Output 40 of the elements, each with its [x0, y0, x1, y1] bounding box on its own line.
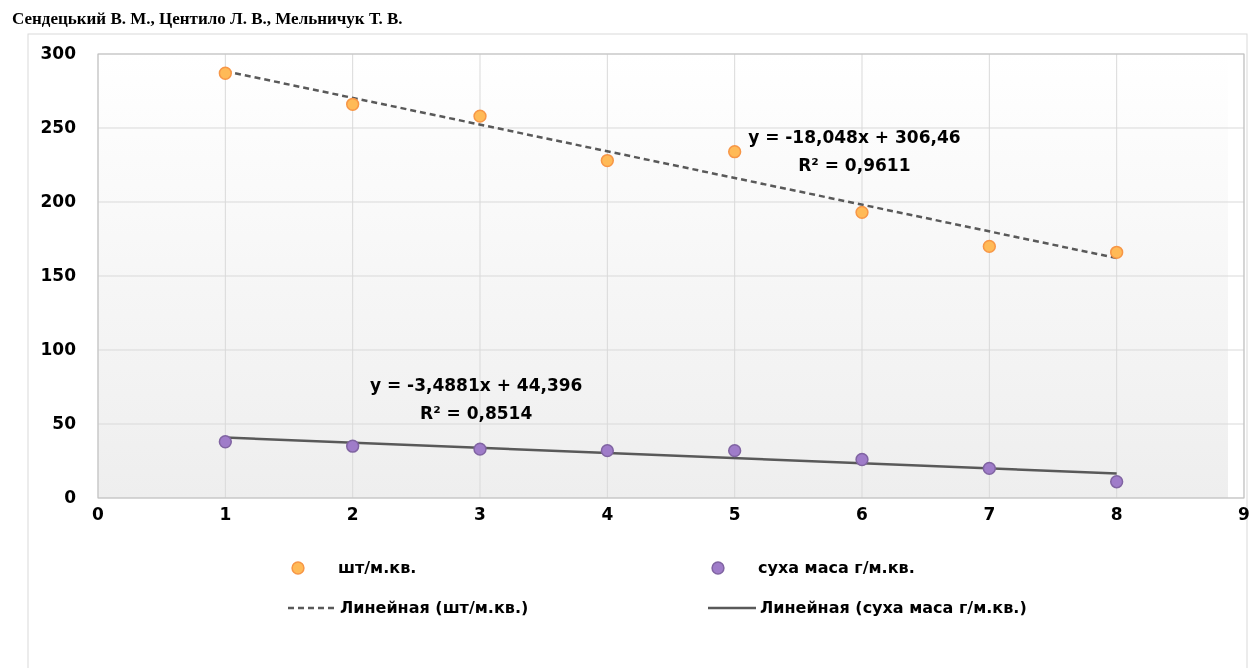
y-tick-label: 200: [40, 191, 77, 211]
x-tick-label: 7: [983, 504, 996, 524]
point: [728, 443, 742, 458]
x-tick-label: 2: [346, 504, 359, 524]
point: [855, 205, 869, 220]
point: [855, 452, 869, 467]
point: [346, 97, 360, 111]
x-tick-label: 3: [474, 504, 486, 524]
point: [218, 66, 232, 80]
annotation: y = -18,048x + 306,46 R² = 0,9611: [748, 126, 961, 175]
point: [218, 435, 232, 449]
x-tick-label: 4: [601, 504, 614, 524]
point: [473, 442, 487, 456]
legend-label: Линейная (шт/м.кв.): [340, 597, 529, 617]
point: [473, 109, 487, 123]
point: [600, 443, 614, 458]
point: [600, 153, 614, 168]
x-tick-label: 1: [219, 504, 232, 524]
point: [1110, 475, 1124, 489]
x-tick-label: 6: [856, 504, 868, 524]
point: [982, 461, 996, 476]
x-tick-label: 0: [92, 504, 105, 524]
y-tick-label: 100: [40, 339, 77, 359]
x-tick-label: 5: [728, 504, 741, 524]
annotation: y = -3,4881x + 44,396 R² = 0,8514: [369, 375, 583, 424]
legend-label: шт/м.кв.: [338, 557, 417, 577]
y-tick-label: 0: [64, 487, 77, 507]
legend-label: Линейная (суха маса г/м.кв.): [760, 597, 1027, 617]
y-tick-label: 50: [52, 413, 77, 433]
chart-title: Сендецький В. М., Центило Л. В., Мельничук Т. В.: [12, 9, 403, 28]
x-tick-label: 9: [1238, 504, 1250, 524]
y-tick-label: 300: [40, 43, 77, 63]
legend-label: суха маса г/м.кв.: [758, 557, 915, 577]
y-tick-label: 250: [40, 117, 77, 137]
point: [728, 145, 742, 159]
point: [1110, 245, 1124, 259]
point: [346, 439, 360, 453]
x-tick-label: 8: [1110, 504, 1123, 524]
y-tick-label: 150: [40, 265, 77, 285]
point: [982, 239, 996, 254]
